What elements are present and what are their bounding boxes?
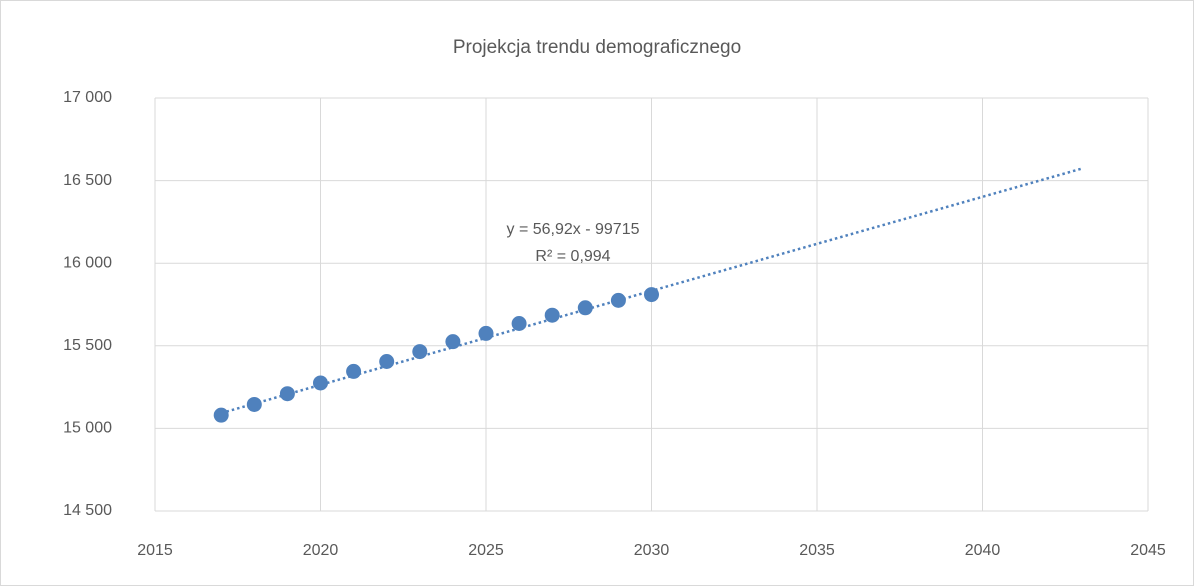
x-tick-label: 2040: [965, 542, 1001, 559]
data-point: [544, 307, 560, 323]
y-tick-label: 15 500: [63, 337, 112, 354]
data-point: [279, 386, 295, 402]
data-point: [412, 344, 428, 360]
data-point: [246, 396, 262, 412]
x-tick-label: 2035: [799, 542, 835, 559]
y-tick-label: 17 000: [63, 89, 112, 106]
data-point: [213, 407, 229, 423]
x-tick-label: 2045: [1130, 542, 1166, 559]
x-tick-label: 2015: [137, 542, 173, 559]
trendline-equation: R² = 0,994: [535, 248, 610, 265]
data-point: [445, 334, 461, 350]
data-point: [379, 353, 395, 369]
data-point: [313, 375, 328, 391]
chart-title: Projekcja trendu demograficznego: [453, 37, 741, 58]
y-tick-label: 15 000: [63, 420, 112, 437]
data-point: [478, 325, 494, 341]
trendline-equation: y = 56,92x - 99715: [507, 221, 640, 238]
data-point: [577, 300, 593, 316]
x-tick-label: 2030: [634, 542, 670, 559]
x-tick-label: 2025: [468, 542, 504, 559]
data-point: [610, 292, 626, 308]
y-tick-label: 16 000: [63, 254, 112, 271]
data-point: [511, 315, 527, 331]
data-point: [346, 363, 362, 379]
x-tick-label: 2020: [303, 542, 339, 559]
y-tick-label: 16 500: [63, 172, 112, 189]
y-tick-label: 14 500: [63, 502, 112, 519]
data-point: [644, 287, 659, 303]
